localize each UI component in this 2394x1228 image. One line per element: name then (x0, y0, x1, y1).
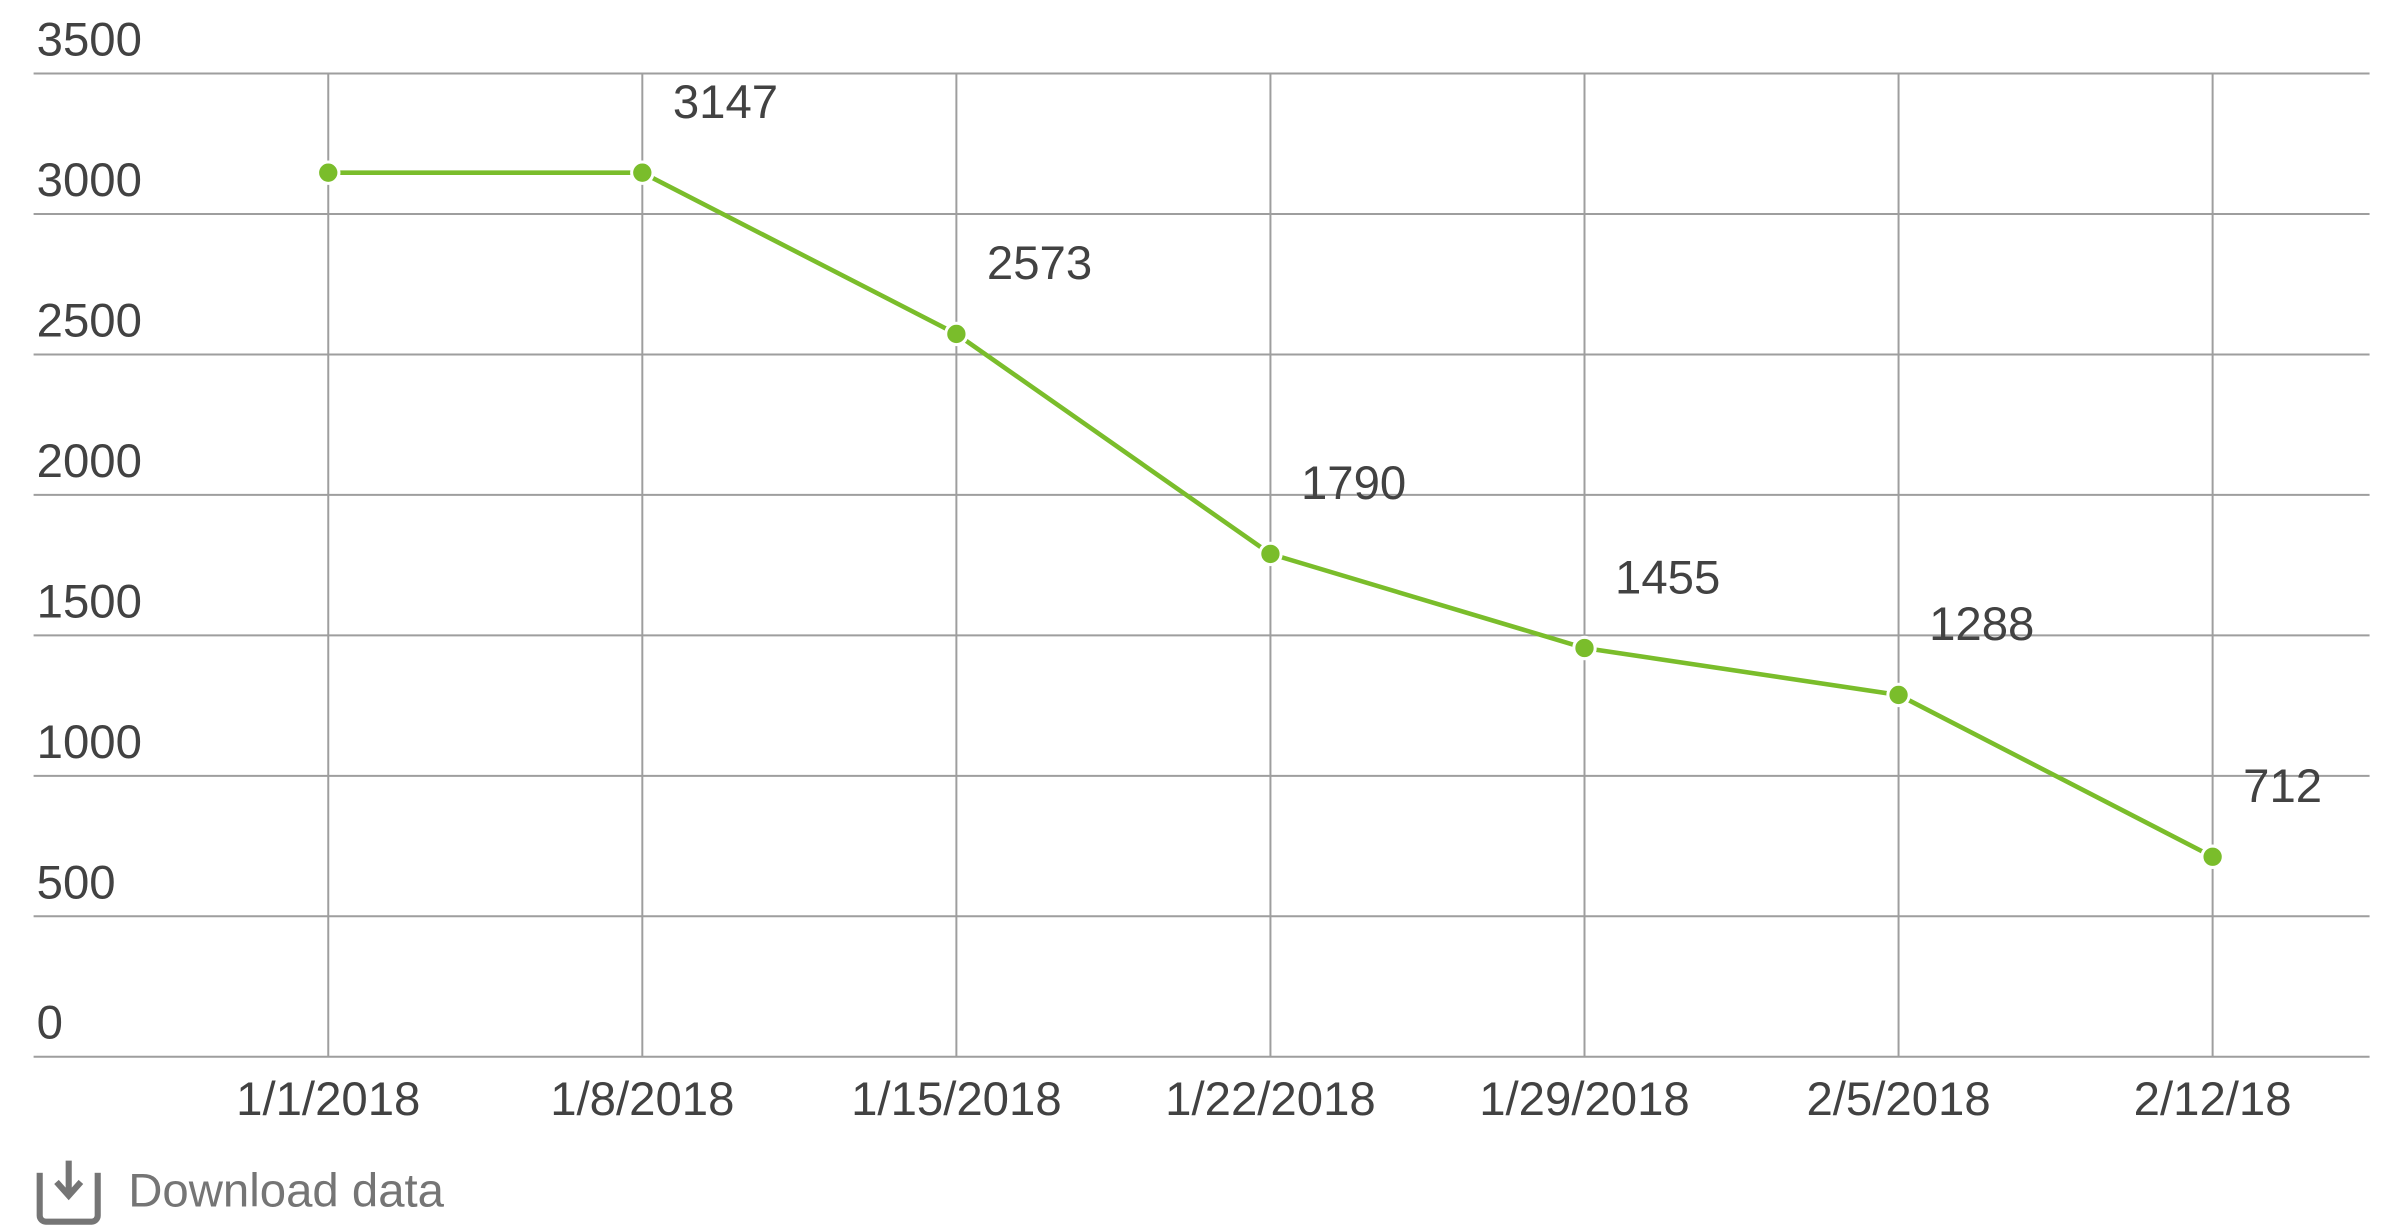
y-tick-label: 1000 (37, 716, 142, 769)
x-tick-label: 2/12/18 (2134, 1073, 2292, 1126)
point (944, 321, 969, 347)
y-tick-label: 1500 (37, 575, 142, 628)
y-tick-label: 2000 (37, 435, 142, 488)
value-label: 1288 (1929, 598, 2034, 651)
y-tick-label: 500 (37, 856, 116, 909)
x-tick-label: 1/15/2018 (851, 1073, 1062, 1126)
x-tick-label: 1/8/2018 (550, 1073, 734, 1126)
value-label: 2573 (987, 237, 1092, 290)
point (1886, 682, 1911, 708)
value-label: 1455 (1615, 551, 1720, 604)
y-tick-label: 2500 (37, 294, 142, 347)
x-tick-label: 1/29/2018 (1479, 1073, 1690, 1126)
point (316, 160, 341, 185)
point (1258, 541, 1283, 567)
point (630, 160, 655, 185)
point (2200, 844, 2225, 869)
x-tick-label: 2/5/2018 (1806, 1073, 1990, 1126)
value-label: 3147 (673, 76, 778, 129)
x-tick-label: 1/22/2018 (1165, 1073, 1376, 1126)
point (1572, 635, 1597, 661)
value-label: 1790 (1301, 457, 1406, 510)
value-label: 712 (2243, 760, 2322, 813)
x-tick-label: 1/1/2018 (236, 1073, 420, 1126)
download-label: Download data (128, 1165, 444, 1218)
y-tick-label: 0 (37, 997, 63, 1050)
download-button[interactable]: Download data (30, 1151, 445, 1225)
y-tick-label: 3000 (37, 154, 142, 207)
y-tick-label: 3500 (37, 13, 142, 66)
download-arrow (54, 1160, 84, 1201)
